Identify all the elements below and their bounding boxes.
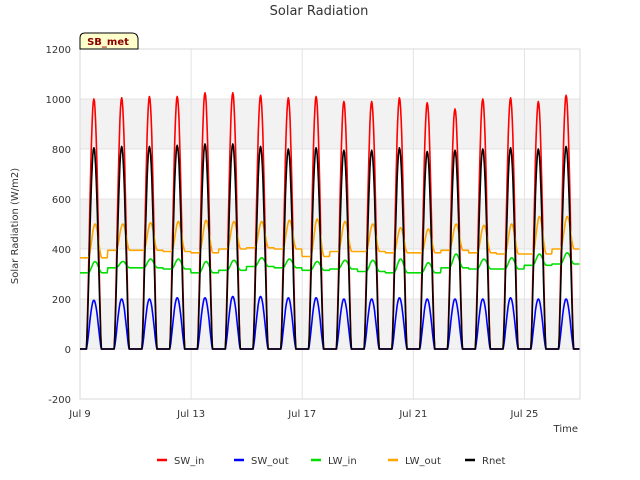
series-line-lw-in xyxy=(79,252,580,274)
legend-label: LW_in xyxy=(328,456,357,467)
chart-title: Solar Radiation xyxy=(270,4,369,19)
y-axis-ticks: -200 0 200 400 600 800 1000 1200 xyxy=(46,45,71,406)
x-tick-label: Jul 9 xyxy=(68,409,91,420)
series-line-rnet xyxy=(79,143,580,350)
x-tick-label: Jul 17 xyxy=(287,409,316,420)
legend-label: SW_out xyxy=(251,456,289,467)
plot-frame xyxy=(79,48,581,400)
x-axis-ticks: Jul 9 Jul 13 Jul 17 Jul 21 Jul 25 xyxy=(68,409,538,420)
y-tick-label: 1200 xyxy=(46,45,71,56)
x-axis-label: Time xyxy=(553,424,578,435)
y-tick-label: 400 xyxy=(52,245,71,256)
y-tick-label: 800 xyxy=(52,145,71,156)
legend: SW_in SW_out LW_in LW_out Rnet xyxy=(157,456,505,467)
y-tick-label: 600 xyxy=(52,195,71,206)
y-tick-label: -200 xyxy=(48,395,71,406)
y-tick-label: 1000 xyxy=(46,95,71,106)
background-band xyxy=(80,299,580,349)
y-tick-label: 200 xyxy=(52,295,71,306)
station-badge-box xyxy=(79,32,139,50)
y-tick-label: 0 xyxy=(65,345,71,356)
station-badge-text: SB_met xyxy=(87,37,129,48)
x-tick-label: Jul 21 xyxy=(398,409,427,420)
legend-label: SW_in xyxy=(174,456,204,467)
y-axis-label: Solar Radiation (W/m2) xyxy=(10,168,21,284)
legend-label: LW_out xyxy=(405,456,441,467)
x-tick-label: Jul 13 xyxy=(176,409,205,420)
station-badge: SB_met xyxy=(79,32,139,50)
series-line-lw-out xyxy=(79,215,580,259)
background-band xyxy=(80,199,580,249)
x-tick-label: Jul 25 xyxy=(509,409,538,420)
background-bands xyxy=(80,99,580,349)
background-band xyxy=(80,99,580,149)
legend-label: Rnet xyxy=(482,456,505,467)
series-layer xyxy=(79,92,580,350)
